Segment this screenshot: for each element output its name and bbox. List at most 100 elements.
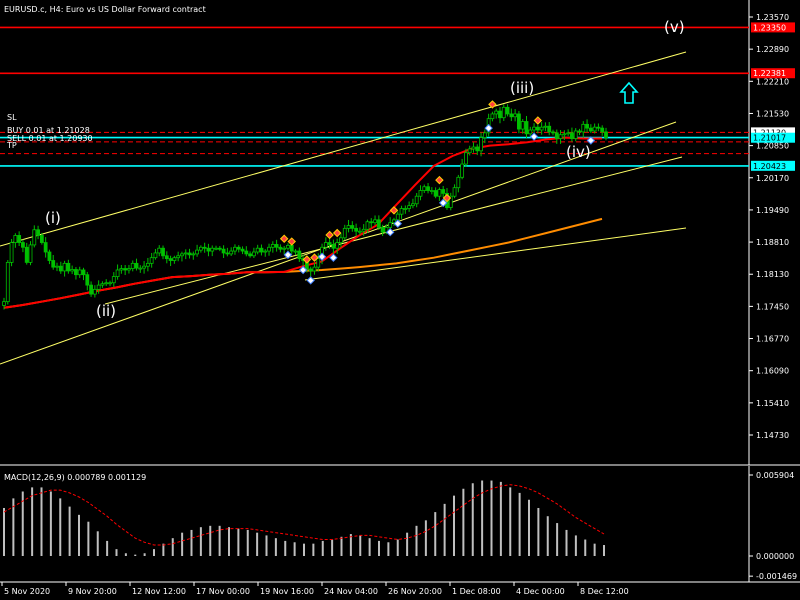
candle-body: [509, 113, 514, 118]
trade-marker-icon: [435, 175, 444, 185]
candle-body: [456, 176, 461, 189]
candle-body: [471, 146, 476, 150]
price-tick-label: 1.22210: [756, 77, 789, 86]
price-panel[interactable]: 1.23570 1.22890 1.22210 1.21530 1.20850 1.201…: [0, 0, 800, 466]
candle-body: [108, 282, 112, 285]
candle-body: [77, 269, 82, 276]
candle-body: [354, 227, 359, 232]
candle-body: [600, 127, 605, 133]
macd-panel[interactable]: 0.005904 0.000000 -0.001469 MACD(12,26,9) …: [0, 466, 800, 583]
candle-body: [467, 148, 472, 154]
candle-body: [513, 113, 518, 118]
time-tick-label: 24 Nov 04:00: [324, 587, 378, 596]
candle-body: [134, 262, 139, 269]
candle-body: [441, 189, 446, 194]
trade-marker-icon: [529, 132, 539, 141]
horizontal-levels[interactable]: [0, 26, 749, 167]
candle-body: [422, 186, 427, 191]
candle-body: [74, 269, 78, 276]
candle-body: [369, 221, 374, 224]
candle-body: [70, 269, 75, 272]
candle-body: [388, 222, 393, 228]
candle-body: [21, 242, 25, 248]
candle-body: [58, 265, 63, 272]
candle-body: [32, 229, 37, 246]
macd-signal-line: [3, 484, 605, 546]
wave-labels: (i) (ii) (iii) (iv) (v): [45, 18, 685, 320]
candle-body: [365, 221, 370, 230]
candle-body: [55, 265, 59, 268]
channel-line[interactable]: [104, 156, 683, 305]
candle-body: [180, 253, 184, 257]
candle-body: [380, 227, 385, 233]
candle-body: [577, 130, 582, 133]
wave-label: (v): [664, 18, 685, 36]
candle-body: [195, 249, 199, 255]
candle-body: [566, 132, 571, 135]
candle-body: [308, 268, 313, 272]
candle-body: [229, 250, 234, 255]
candle-body: [361, 228, 366, 232]
candle-body: [327, 242, 332, 245]
candle-body: [161, 247, 165, 257]
candle-body: [92, 288, 97, 295]
price-tick-label: 1.14730: [756, 431, 789, 440]
candle-body: [96, 284, 101, 290]
candle-body: [339, 237, 343, 243]
candle-body: [248, 253, 253, 257]
candle-body: [494, 110, 499, 115]
candle-body: [562, 133, 567, 136]
candle-body: [350, 225, 355, 229]
candle-body: [448, 195, 453, 208]
candle-body: [316, 258, 321, 268]
candle-body: [551, 131, 555, 134]
candle-body: [539, 126, 544, 131]
sell-order-label: SELL 0.01 at 1.20930: [7, 134, 93, 143]
channel-line[interactable]: [304, 227, 687, 281]
candle-body: [573, 130, 578, 139]
candle-body: [43, 242, 48, 253]
trade-marker-icon: [329, 253, 338, 262]
candle-body: [183, 252, 188, 255]
trade-marker-icon: [393, 219, 403, 228]
candle-body: [210, 247, 215, 252]
candle-body: [176, 255, 181, 259]
candle-body: [392, 219, 396, 224]
candle-body: [331, 244, 336, 249]
time-tick-label: 26 Nov 20:00: [388, 587, 442, 596]
trade-marker-icon: [389, 206, 399, 215]
candle-body: [9, 242, 14, 263]
trade-marker-icon: [317, 252, 327, 262]
macd-signal-line: [3, 484, 605, 546]
candle-body: [475, 146, 480, 152]
time-tick-label: 12 Nov 12:00: [132, 587, 186, 596]
candle-body: [153, 252, 158, 259]
candle-body: [13, 235, 18, 243]
wave-label: (ii): [96, 302, 116, 320]
candle-body: [520, 121, 525, 130]
candle-body: [278, 246, 283, 250]
candle-body: [2, 301, 6, 306]
price-tag-label: 1.21017: [753, 134, 786, 143]
candle-body: [411, 203, 415, 207]
up-arrow-icon: [619, 81, 639, 104]
candlesticks: [2, 104, 608, 310]
time-tick-label: 19 Nov 16:00: [260, 587, 314, 596]
candle-body: [47, 251, 52, 261]
candle-body: [62, 262, 67, 272]
candle-body: [115, 269, 120, 277]
channel-line[interactable]: [0, 51, 687, 247]
candle-body: [437, 189, 442, 197]
macd-tick-label: 0.005904: [756, 471, 794, 480]
candle-body: [164, 255, 169, 260]
candle-body: [433, 190, 438, 197]
candle-body: [604, 131, 608, 138]
macd-axis-ticks: 0.005904 0.000000 -0.001469: [749, 471, 797, 581]
candle-body: [588, 127, 593, 132]
time-tick-label: 1 Dec 08:00: [452, 587, 501, 596]
price-tag: [751, 22, 795, 33]
price-tag-label: 1.20423: [753, 162, 786, 171]
candle-body: [501, 106, 506, 119]
